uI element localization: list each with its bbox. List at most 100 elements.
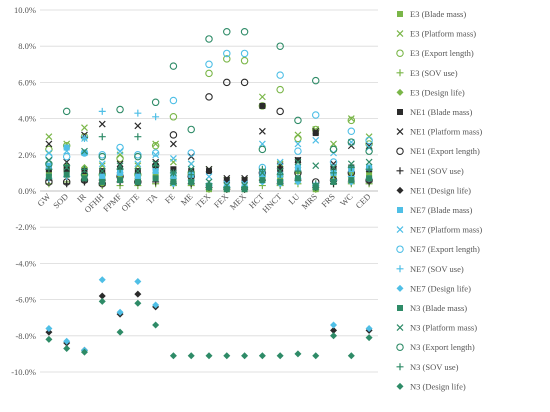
data-point-ne1-design-life-frs [330, 326, 338, 334]
legend-marker-ne1-blade-mass [397, 109, 403, 115]
category-label-me: ME [179, 191, 195, 207]
legend-label-ne1-sov-use: NE1 (SOV use) [410, 166, 464, 176]
data-point-ne7-blade-mass-ofte [134, 173, 141, 180]
data-point-ne7-export-length-ir [80, 149, 89, 157]
data-point-ne7-design-life-fpmf [116, 308, 124, 316]
data-point-n3-export-length-fex [223, 27, 231, 36]
data-point-e3-platform-mass-ir [81, 124, 88, 132]
data-point-ne1-export-length-hnct [276, 107, 284, 116]
category-label-frs: FRS [319, 191, 337, 209]
data-point-ne1-blade-mass-hnct [277, 166, 284, 173]
data-point-n3-design-life-ofte [134, 299, 142, 307]
data-point-ne1-blade-mass-hct [259, 102, 266, 109]
data-point-n3-export-length-hct [258, 145, 267, 154]
legend-marker-ne1-export-length [396, 147, 404, 155]
data-point-ne7-platform-mass-mrs [312, 136, 320, 144]
data-point-ne1-platform-mass-lu [294, 156, 302, 164]
legend-label-ne7-platform-mass: NE7 (Platform mass) [410, 225, 482, 235]
data-point-ne7-blade-mass-ta [152, 168, 159, 175]
data-point-n3-platform-mass-lu [294, 158, 302, 166]
series-ne7-export-length [45, 49, 373, 172]
data-point-n3-export-length-ofhh [98, 152, 107, 161]
data-point-n3-design-life-wc [347, 352, 355, 360]
data-point-ne1-export-length-tex [205, 93, 213, 101]
legend-label-e3-design-life: E3 (Design life) [410, 87, 465, 97]
data-point-n3-platform-mass-fpmf [116, 162, 124, 170]
data-point-n3-blade-mass-lu [294, 175, 301, 182]
data-point-ne1-export-length-mex [240, 78, 249, 87]
y-tick-label: 2.0% [18, 150, 36, 160]
legend-label-ne7-sov-use: NE7 (SOV use) [410, 264, 464, 274]
data-point-ne1-platform-mass-mex [241, 174, 249, 182]
legend-item-e3-blade-mass: E3 (Blade mass) [397, 9, 466, 19]
data-point-ne7-platform-mass-me [187, 160, 195, 168]
data-point-n3-sov-use-ofte [134, 133, 142, 141]
y-tick-label: -2.0% [15, 222, 36, 232]
data-point-n3-platform-mass-mrs [312, 162, 320, 170]
data-point-n3-platform-mass-hnct [276, 167, 284, 175]
data-point-n3-sov-use-ta [152, 162, 160, 170]
legend-item-ne1-blade-mass: NE1 (Blade mass) [397, 107, 472, 117]
legend-label-ne7-blade-mass: NE7 (Blade mass) [410, 205, 472, 215]
y-tick-label: 10.0% [14, 5, 36, 15]
data-point-n3-blade-mass-hnct [277, 178, 284, 185]
legend-item-e3-sov-use: E3 (SOV use) [396, 68, 458, 78]
data-point-ne1-platform-mass-gw [45, 140, 53, 148]
data-point-e3-export-length-gw [45, 145, 53, 154]
legend-item-ne1-export-length: NE1 (Export length) [396, 146, 480, 156]
data-point-e3-export-length-mex [240, 56, 249, 65]
data-point-n3-platform-mass-ofte [134, 167, 142, 175]
data-point-n3-design-life-hnct [276, 352, 284, 360]
data-point-ne7-platform-mass-hnct [276, 158, 284, 166]
data-point-ne1-platform-mass-fpmf [116, 160, 124, 168]
y-tick-label: 4.0% [18, 114, 36, 124]
data-point-ne7-platform-mass-sod [63, 147, 71, 155]
data-point-n3-sov-use-ced [365, 165, 373, 173]
data-point-ne7-design-life-ofhh [98, 276, 106, 284]
data-point-n3-export-length-mrs [311, 76, 320, 85]
data-point-n3-export-length-tex [205, 35, 213, 43]
category-label-ir: IR [75, 191, 88, 204]
data-point-e3-export-length-fpmf [116, 154, 124, 163]
legend-item-n3-blade-mass: N3 (Blade mass) [397, 303, 467, 313]
data-point-n3-export-length-ta [151, 98, 160, 107]
data-point-ne7-export-length-lu [294, 147, 302, 155]
data-point-e3-export-length-ta [151, 142, 160, 150]
series-e3-export-length [45, 55, 373, 179]
data-point-n3-export-length-ofte [134, 152, 142, 161]
data-point-ne1-platform-mass-fe [169, 140, 177, 148]
series-n3-sov-use [45, 133, 373, 191]
y-tick-label: -6.0% [15, 295, 36, 305]
legend-item-ne7-platform-mass: NE7 (Platform mass) [396, 225, 482, 235]
data-point-n3-sov-use-fex [223, 183, 231, 191]
data-point-ne7-export-length-fe [169, 96, 178, 105]
data-point-n3-design-life-lu [294, 350, 302, 358]
category-label-mex: MEX [228, 191, 248, 211]
data-point-ne7-blade-mass-sod [63, 144, 70, 151]
data-point-n3-sov-use-fpmf [116, 165, 124, 173]
data-point-ne7-sov-use-ir [80, 135, 88, 143]
data-point-ne1-blade-mass-me [188, 168, 195, 175]
data-point-n3-blade-mass-ta [152, 175, 159, 182]
data-point-n3-design-life-ir [80, 348, 88, 356]
data-point-ne1-blade-mass-sod [63, 166, 70, 173]
data-point-n3-blade-mass-tex [206, 184, 212, 191]
legend-label-n3-design-life: N3 (Design life) [410, 381, 466, 391]
data-point-n3-export-length-wc [347, 138, 356, 146]
data-point-n3-blade-mass-fe [170, 178, 177, 185]
data-point-n3-export-length-me [187, 125, 195, 134]
data-point-ne7-design-life-sod [63, 337, 71, 345]
data-point-n3-sov-use-ofhh [98, 133, 106, 141]
data-point-n3-sov-use-sod [63, 162, 71, 170]
data-point-n3-export-length-fe [169, 62, 178, 70]
data-point-n3-export-length-frs [329, 145, 338, 154]
y-tick-label: -8.0% [15, 331, 36, 341]
data-point-n3-blade-mass-sod [63, 171, 70, 178]
data-point-n3-sov-use-me [187, 171, 195, 179]
category-label-tex: TEX [194, 191, 213, 210]
data-point-n3-platform-mass-frs [330, 164, 337, 171]
legend-marker-n3-design-life [396, 382, 404, 390]
data-point-ne7-platform-mass-fex [223, 180, 231, 188]
data-point-e3-platform-mass-hnct [276, 160, 284, 168]
